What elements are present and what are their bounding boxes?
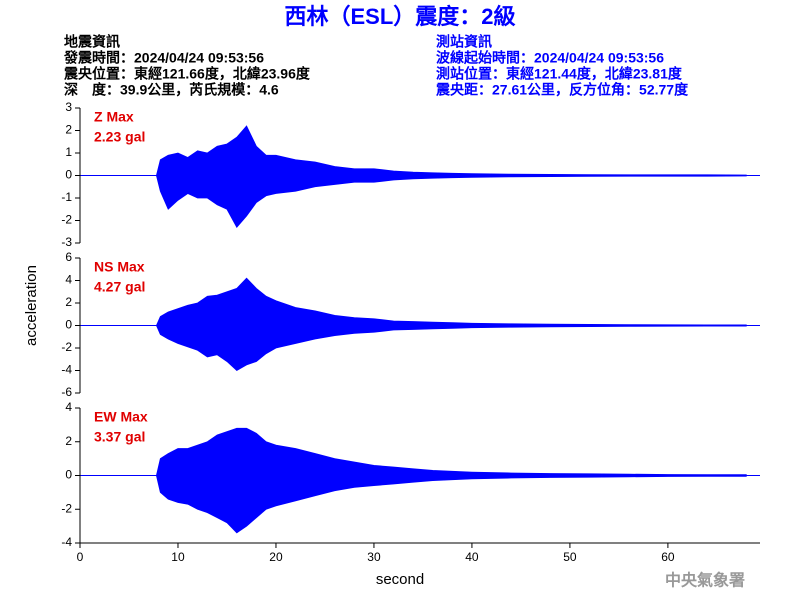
info-line: 震央位置：東經121.66度，北緯23.96度 (63, 66, 311, 82)
waveform (80, 427, 747, 534)
y-tick-label: -1 (61, 190, 72, 204)
y-tick-label: 4 (65, 400, 72, 414)
x-axis-label: second (376, 571, 424, 588)
y-tick-label: -2 (61, 340, 72, 354)
y-tick-label: 6 (65, 250, 72, 264)
max-label: EW Max (94, 409, 148, 425)
info-line: 深 度：39.9公里，芮氏規模：4.6 (64, 82, 279, 98)
station-heading: 測站資訊 (436, 34, 492, 50)
max-value: 4.27 gal (94, 279, 145, 295)
y-tick-label: -4 (61, 363, 72, 377)
station-line: 波線起始時間：2024/04/24 09:53:56 (436, 50, 664, 66)
x-tick-label: 30 (367, 550, 381, 564)
y-tick-label: 3 (65, 100, 72, 114)
chart-title: 西林（ESL）震度：2級 (284, 4, 515, 29)
station-line: 震央距：27.61公里，反方位角：52.77度 (435, 82, 689, 98)
y-tick-label: -2 (61, 213, 72, 227)
y-tick-label: -4 (61, 535, 72, 549)
x-tick-label: 20 (269, 550, 283, 564)
max-label: NS Max (94, 259, 145, 275)
x-tick-label: 0 (77, 550, 84, 564)
station-line: 測站位置：東經121.44度，北緯23.81度 (436, 66, 683, 82)
max-label: Z Max (94, 109, 134, 125)
y-tick-label: 4 (65, 273, 72, 287)
x-tick-label: 40 (465, 550, 479, 564)
y-tick-label: 2 (65, 295, 72, 309)
y-tick-label: 0 (65, 168, 72, 182)
max-value: 2.23 gal (94, 129, 145, 145)
y-tick-label: 1 (65, 145, 72, 159)
footer-logo: 中央氣象署 (665, 571, 745, 590)
y-axis-label: acceleration (23, 265, 40, 346)
waveform (80, 277, 747, 371)
info-heading: 地震資訊 (64, 34, 120, 50)
y-tick-label: -6 (61, 385, 72, 399)
x-tick-label: 10 (171, 550, 185, 564)
waveform (80, 125, 747, 228)
y-tick-label: -2 (61, 501, 72, 515)
info-line: 發震時間：2024/04/24 09:53:56 (63, 50, 264, 66)
x-tick-label: 50 (563, 550, 577, 564)
x-tick-label: 60 (661, 550, 675, 564)
y-tick-label: -3 (61, 235, 72, 249)
y-tick-label: 0 (65, 468, 72, 482)
y-tick-label: 2 (65, 434, 72, 448)
y-tick-label: 0 (65, 318, 72, 332)
max-value: 3.37 gal (94, 429, 145, 445)
y-tick-label: 2 (65, 123, 72, 137)
